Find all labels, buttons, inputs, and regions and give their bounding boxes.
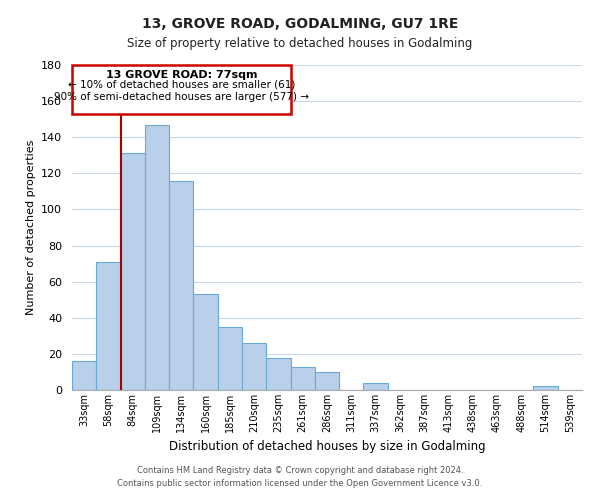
Text: 13 GROVE ROAD: 77sqm: 13 GROVE ROAD: 77sqm <box>106 70 257 81</box>
Bar <box>169 180 193 390</box>
Bar <box>72 361 96 390</box>
Bar <box>315 372 339 390</box>
Bar <box>364 383 388 390</box>
Y-axis label: Number of detached properties: Number of detached properties <box>26 140 35 315</box>
Bar <box>218 327 242 390</box>
Text: 90% of semi-detached houses are larger (577) →: 90% of semi-detached houses are larger (… <box>54 92 309 102</box>
Bar <box>290 366 315 390</box>
X-axis label: Distribution of detached houses by size in Godalming: Distribution of detached houses by size … <box>169 440 485 454</box>
Bar <box>266 358 290 390</box>
Bar <box>242 343 266 390</box>
Bar <box>96 262 121 390</box>
Bar <box>121 154 145 390</box>
Bar <box>193 294 218 390</box>
Bar <box>145 124 169 390</box>
Text: ← 10% of detached houses are smaller (61): ← 10% of detached houses are smaller (61… <box>68 80 295 90</box>
Text: Size of property relative to detached houses in Godalming: Size of property relative to detached ho… <box>127 38 473 51</box>
Text: Contains HM Land Registry data © Crown copyright and database right 2024.
Contai: Contains HM Land Registry data © Crown c… <box>118 466 482 487</box>
FancyBboxPatch shape <box>72 65 290 114</box>
Text: 13, GROVE ROAD, GODALMING, GU7 1RE: 13, GROVE ROAD, GODALMING, GU7 1RE <box>142 18 458 32</box>
Bar <box>533 386 558 390</box>
